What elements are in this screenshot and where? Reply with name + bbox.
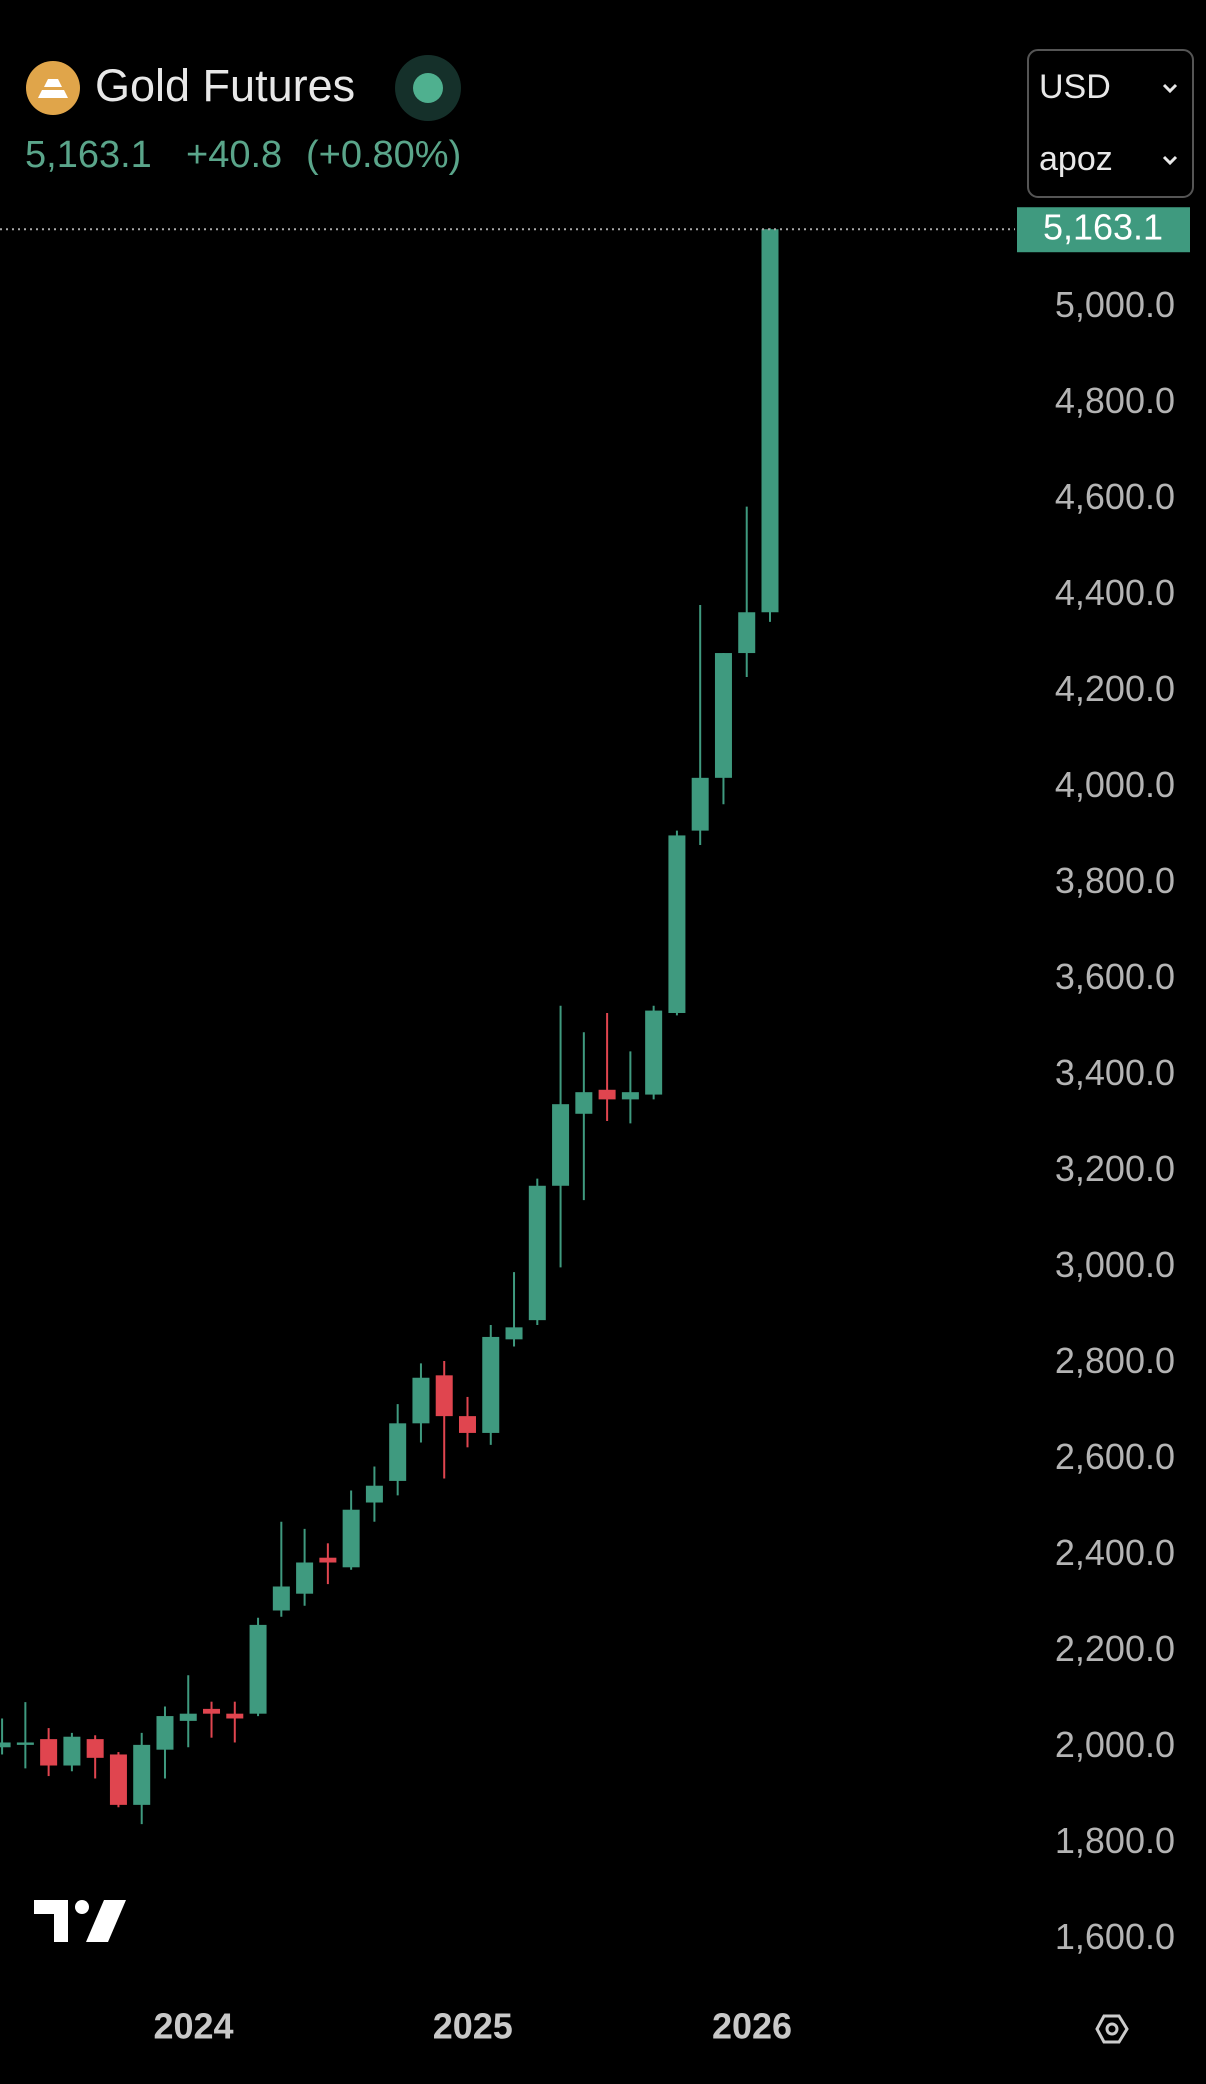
candle-body: [435, 1375, 453, 1417]
y-tick-label: 1,600.0: [1055, 1916, 1175, 1957]
account-selector[interactable]: apoz: [1039, 140, 1113, 178]
candle-body: [761, 229, 779, 613]
candle-body: [249, 1624, 267, 1714]
candle-body: [40, 1739, 58, 1766]
y-tick-label: 4,400.0: [1055, 572, 1175, 613]
y-tick-label: 3,000.0: [1055, 1244, 1175, 1285]
candle-body: [86, 1739, 104, 1758]
y-tick-label: 4,800.0: [1055, 380, 1175, 421]
settings-icon[interactable]: [1095, 2014, 1129, 2044]
candle-body: [319, 1557, 337, 1563]
x-tick-label: 2024: [153, 2006, 233, 2047]
candle-body: [63, 1736, 81, 1766]
candle-body: [156, 1716, 174, 1750]
candle-body: [738, 612, 756, 654]
candle-body: [528, 1185, 546, 1321]
symbol-logo-icon: [38, 79, 68, 98]
y-tick-label: 2,200.0: [1055, 1628, 1175, 1669]
y-tick-label: 1,800.0: [1055, 1820, 1175, 1861]
logo-part: [34, 1900, 68, 1942]
candle-body: [691, 777, 709, 831]
price-change-pct: (+0.80%): [306, 134, 461, 176]
logo-part: [75, 1900, 89, 1914]
symbol-logo: [26, 61, 80, 115]
y-tick-label: 3,800.0: [1055, 860, 1175, 901]
candle-body: [226, 1713, 244, 1719]
symbol-title: Gold Futures: [95, 60, 355, 111]
y-tick-label: 4,600.0: [1055, 476, 1175, 517]
last-price: 5,163.1: [25, 134, 152, 176]
candle-body: [412, 1377, 430, 1424]
y-tick-label: 2,600.0: [1055, 1436, 1175, 1477]
candle-body: [621, 1092, 639, 1100]
price-change: +40.8: [186, 134, 282, 176]
candle-body: [458, 1416, 476, 1433]
y-tick-label: 5,000.0: [1055, 284, 1175, 325]
y-tick-label: 2,400.0: [1055, 1532, 1175, 1573]
y-tick-label: 2,800.0: [1055, 1340, 1175, 1381]
candle-body: [552, 1104, 570, 1186]
y-tick-label: 3,400.0: [1055, 1052, 1175, 1093]
candle-body: [365, 1485, 383, 1503]
logo-part: [86, 1900, 126, 1942]
candle-body: [133, 1744, 151, 1805]
candle-body: [16, 1742, 34, 1745]
y-tick-label: 3,200.0: [1055, 1148, 1175, 1189]
market-status-dot: [413, 73, 443, 103]
settings-icon-center: [1105, 2022, 1119, 2036]
candle-body: [668, 835, 686, 1013]
last-price-tag: [1017, 207, 1190, 253]
x-tick-label: 2025: [433, 2006, 513, 2047]
candle-body: [296, 1562, 314, 1594]
candle-body: [179, 1713, 197, 1721]
candle-body: [342, 1509, 360, 1568]
candle-body: [714, 653, 732, 778]
last-price-tag-label: 5,163.1: [1043, 207, 1163, 248]
candle-body: [203, 1708, 221, 1714]
candle-body: [0, 1742, 11, 1748]
tradingview-logo: [34, 1900, 126, 1942]
y-tick-label: 2,000.0: [1055, 1724, 1175, 1765]
candle-body: [598, 1089, 616, 1100]
y-tick-label: 4,200.0: [1055, 668, 1175, 709]
candle-body: [505, 1327, 523, 1340]
y-tick-label: 4,000.0: [1055, 764, 1175, 805]
chevron: [1162, 83, 1178, 94]
candle-body: [575, 1092, 593, 1114]
candle-body: [389, 1423, 407, 1481]
x-tick-label: 2026: [712, 2006, 792, 2047]
selector-box[interactable]: [1027, 49, 1194, 198]
chevron: [1162, 155, 1178, 166]
candle-body: [645, 1010, 663, 1095]
candle-body: [109, 1754, 127, 1805]
y-tick-label: 3,600.0: [1055, 956, 1175, 997]
candle-body: [272, 1586, 290, 1611]
candle-body: [482, 1336, 500, 1433]
currency-selector[interactable]: USD: [1039, 68, 1111, 106]
